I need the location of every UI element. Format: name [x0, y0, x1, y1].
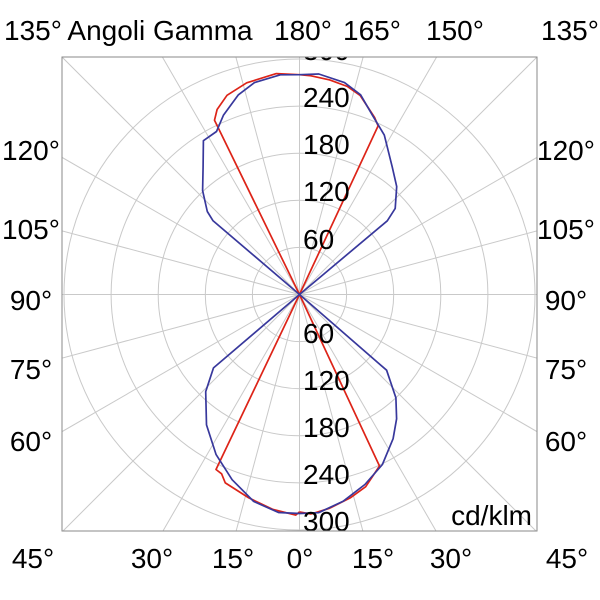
plot-frame — [61, 56, 538, 532]
gamma-angle-label: 45° — [12, 543, 54, 574]
gamma-angle-label: 15° — [212, 543, 254, 574]
gamma-angle-label: 75° — [10, 354, 52, 385]
gamma-angle-label: 180° — [274, 15, 332, 46]
gamma-angle-label: 105° — [537, 214, 595, 245]
gamma-angle-label: 0° — [287, 543, 314, 574]
gamma-angle-label: 75° — [545, 354, 587, 385]
radial-label: 300 — [303, 506, 350, 537]
radial-label: 60 — [303, 318, 334, 349]
radial-label: 240 — [303, 459, 350, 490]
value-ring — [251, 246, 348, 343]
gamma-angle-label: 135° — [4, 15, 62, 46]
value-ring — [157, 152, 442, 437]
gamma-angle-label: 60° — [545, 426, 587, 457]
chart-title: Angoli Gamma — [67, 15, 253, 46]
gamma-angle-label: 120° — [537, 135, 595, 166]
gamma-angle-label: 30° — [131, 543, 173, 574]
gamma-angle-label: 150° — [426, 15, 484, 46]
gamma-angle-label: 105° — [2, 214, 60, 245]
radial-label: 240 — [303, 82, 350, 113]
gamma-labels-right: 120° 105° 90° 75° 60° — [537, 135, 595, 457]
gamma-angle-label: 90° — [545, 285, 587, 316]
gamma-angle-label: 120° — [2, 135, 60, 166]
gamma-angle-label: 15° — [352, 543, 394, 574]
gamma-angle-label: 90° — [10, 285, 52, 316]
radial-value-labels: 300 240 180 120 60 60 120 180 240 300 — [303, 35, 350, 537]
gamma-angle-label: 60° — [10, 426, 52, 457]
gamma-angle-label: 165° — [343, 15, 401, 46]
radial-label: 120 — [303, 365, 350, 396]
curve-blue — [201, 73, 398, 515]
radial-label: 180 — [303, 412, 350, 443]
intensity-curves — [201, 72, 398, 516]
radial-label: 300 — [303, 35, 350, 66]
radial-label: 180 — [303, 129, 350, 160]
gamma-angle-label: 45° — [546, 543, 588, 574]
gamma-labels-left: 120° 105° 90° 75° 60° — [2, 135, 60, 457]
unit-label: cd/klm — [451, 500, 532, 531]
gamma-angle-label: 30° — [430, 543, 472, 574]
value-ring — [110, 105, 489, 484]
radial-label: 120 — [303, 176, 350, 207]
value-ring — [63, 58, 536, 531]
gamma-angle-label: 135° — [541, 15, 599, 46]
radial-label: 60 — [303, 224, 334, 255]
gamma-labels-bottom: 45° 30° 15° 0° 15° 30° 45° — [12, 543, 588, 574]
value-ring — [204, 199, 395, 390]
gamma-labels-top: 135° Angoli Gamma 180° 165° 150° 135° — [4, 15, 599, 46]
